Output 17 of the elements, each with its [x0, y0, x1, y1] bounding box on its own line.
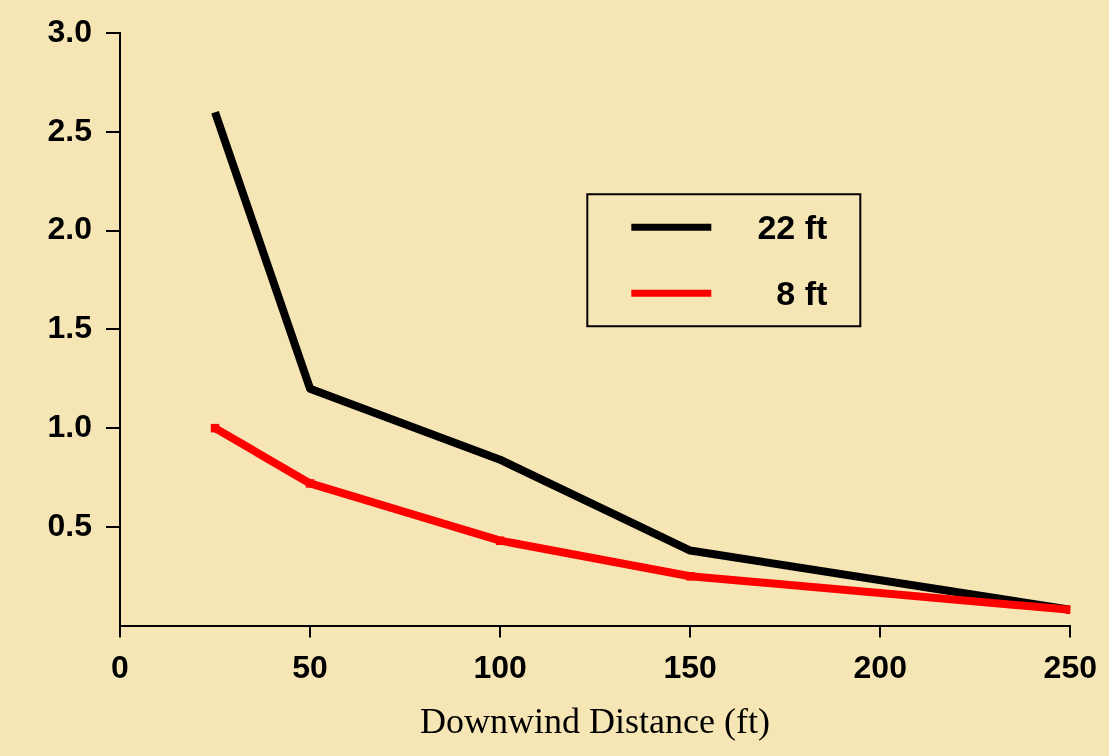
y-tick-label: 0.5	[47, 506, 92, 543]
y-tick-label: 3.0	[47, 13, 92, 50]
x-tick-label: 100	[473, 648, 527, 685]
y-tick-label: 1.0	[47, 407, 92, 444]
x-tick-label: 0	[111, 648, 129, 685]
x-tick-label: 150	[663, 648, 717, 685]
x-tick-label: 50	[292, 648, 328, 685]
y-tick-label: 2.0	[47, 210, 92, 247]
y-tick-label: 2.5	[47, 111, 92, 148]
legend-label: 8 ft	[776, 273, 828, 312]
x-axis-title: Downwind Distance (ft)	[419, 700, 771, 742]
point	[495, 536, 505, 545]
x-tick-label: 200	[853, 648, 907, 685]
x-tick-label: 250	[1043, 648, 1097, 685]
legend-label: 22 ft	[757, 207, 828, 246]
point	[305, 479, 315, 488]
y-tick-label: 1.5	[47, 309, 92, 346]
